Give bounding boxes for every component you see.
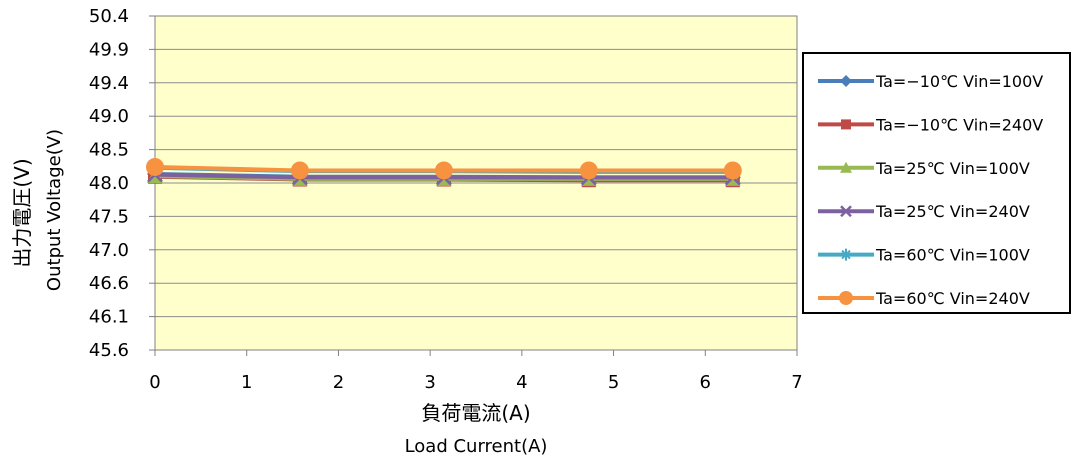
data-point-marker: [434, 161, 453, 180]
data-point-marker: [290, 161, 309, 180]
y-tick-label: 49.0: [89, 106, 129, 127]
x-tick-label: 1: [241, 372, 252, 393]
data-point-marker: [841, 119, 851, 130]
y-tick-label: 45.6: [89, 340, 129, 361]
x-tick-label: 7: [791, 372, 802, 393]
x-tick-label: 6: [700, 372, 711, 393]
y-tick-label: 47.5: [89, 206, 129, 227]
legend-items: Ta=−10℃ Vin=100V Ta=−10℃ Vin=240V Ta=25℃ V…: [818, 72, 1043, 308]
y-tick-label: 50.4: [89, 6, 129, 27]
data-point-marker: [839, 291, 853, 305]
y-tick-label: 47.0: [89, 240, 129, 261]
y-tick-label: 48.5: [89, 140, 129, 161]
legend-label: Ta=−10℃ Vin=100V: [875, 72, 1043, 91]
legend: Ta=−10℃ Vin=100V Ta=−10℃ Vin=240V Ta=25℃ V…: [802, 52, 1071, 314]
legend-label: Ta=25℃ Vin=240V: [875, 202, 1030, 221]
y-tick-label: 49.9: [89, 39, 129, 60]
data-point-marker: [840, 75, 852, 87]
legend-item-5: Ta=60℃ Vin=100V: [818, 246, 1030, 265]
legend-item-3: Ta=25℃ Vin=100V: [818, 159, 1030, 178]
series-6: [146, 157, 742, 180]
y-tick-label: 46.6: [89, 273, 129, 294]
legend-item-4: Ta=25℃ Vin=240V: [818, 202, 1030, 221]
legend-label: Ta=60℃ Vin=100V: [875, 246, 1030, 265]
data-point-marker: [840, 161, 852, 173]
legend-label: Ta=25℃ Vin=100V: [875, 159, 1030, 178]
x-tick-label: 2: [333, 372, 344, 393]
y-tick-label: 49.4: [89, 73, 129, 94]
data-point-marker: [840, 205, 852, 218]
x-tick-labels: 0 1 2 3 4 5 6 7: [149, 372, 802, 393]
x-tick-label: 0: [149, 372, 160, 393]
legend-label: Ta=60℃ Vin=240V: [875, 289, 1030, 308]
y-tick-label: 48.0: [89, 173, 129, 194]
x-axis-title-en: Load Current(A): [405, 436, 548, 457]
y-tick-labels: 50.4 49.9 49.4 49.0 48.5 48.0 47.5 47.0 46.6 46.1…: [89, 6, 129, 361]
legend-item-2: Ta=−10℃ Vin=240V: [818, 115, 1043, 134]
legend-label: Ta=−10℃ Vin=240V: [875, 115, 1043, 134]
grid-lines: [149, 15, 798, 356]
legend-item-1: Ta=−10℃ Vin=100V: [818, 72, 1043, 91]
data-point-marker: [579, 161, 598, 180]
x-tick-label: 5: [608, 372, 619, 393]
x-tick-label: 4: [516, 372, 527, 393]
data-point-marker: [723, 161, 742, 180]
y-tick-label: 46.1: [89, 307, 129, 328]
y-axis-title: 出力電圧(V): [10, 158, 34, 267]
series-group: [146, 157, 742, 188]
y-axis-title-en: Output Voltage(V): [44, 129, 65, 291]
legend-item-6: Ta=60℃ Vin=240V: [818, 289, 1030, 308]
legend-box: [802, 52, 1071, 314]
x-axis-title: 負荷電流(A): [421, 401, 530, 425]
data-point-marker: [146, 157, 164, 176]
x-tick-label: 3: [424, 372, 435, 393]
data-point-marker: [840, 248, 852, 261]
